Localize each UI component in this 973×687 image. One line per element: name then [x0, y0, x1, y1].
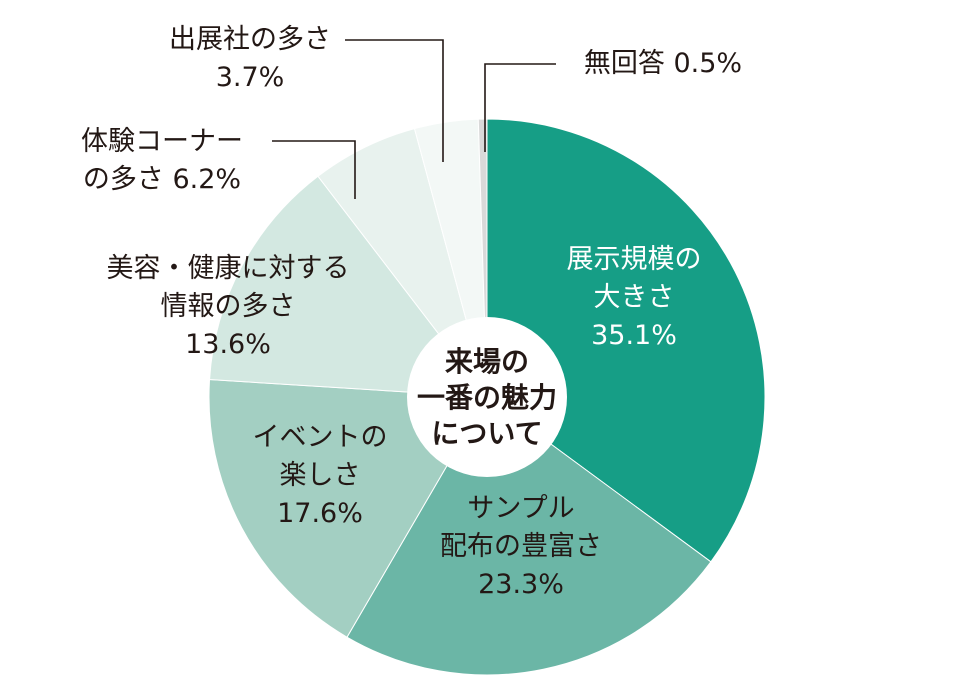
slice-1-label-line-2: 大きさ	[594, 282, 675, 313]
donut-hole	[407, 317, 567, 477]
slice-7-label-line-1: 無回答 0.5%	[584, 48, 742, 79]
slice-1-label-line-1: 展示規模の	[567, 244, 702, 275]
slice-4-label-line-1: 美容・健康に対する	[107, 253, 350, 284]
slice-4-label-line-2: 情報の多さ	[161, 291, 296, 322]
slice-6-label-line-2: 3.7%	[216, 62, 285, 93]
center-text-line-3: について	[431, 417, 542, 450]
slice-6-leader-line	[345, 39, 444, 162]
slice-6-label-line-1: 出展社の多さ	[169, 24, 331, 55]
slice-2-label-line-3: 23.3%	[478, 569, 564, 600]
slice-5-leader-line	[272, 140, 356, 199]
slice-1-label-line-3: 35.1%	[591, 320, 677, 351]
pie-slice-3	[208, 379, 488, 638]
slice-7-leader-line	[484, 63, 556, 152]
slice-5-label-line-1: 体験コーナー	[81, 126, 243, 157]
slice-5-label-line-2: の多さ 6.2%	[83, 164, 241, 195]
center-text-line-2: 一番の魅力	[417, 381, 557, 414]
pie-slice-4	[209, 175, 489, 398]
slice-4-label-line-3: 13.6%	[185, 329, 271, 360]
pie-slice-1	[486, 118, 766, 563]
slice-2-label-line-1: サンプル	[467, 493, 574, 524]
slice-3-label-line-2: 楽しさ	[280, 460, 361, 491]
center-text-line-1: 来場の	[445, 345, 529, 378]
slice-3-label-line-1: イベントの	[253, 422, 388, 453]
pie-slice-2	[346, 396, 712, 676]
slice-3-label-line-3: 17.6%	[277, 498, 363, 529]
slice-2-label-line-2: 配布の豊富さ	[440, 531, 602, 562]
